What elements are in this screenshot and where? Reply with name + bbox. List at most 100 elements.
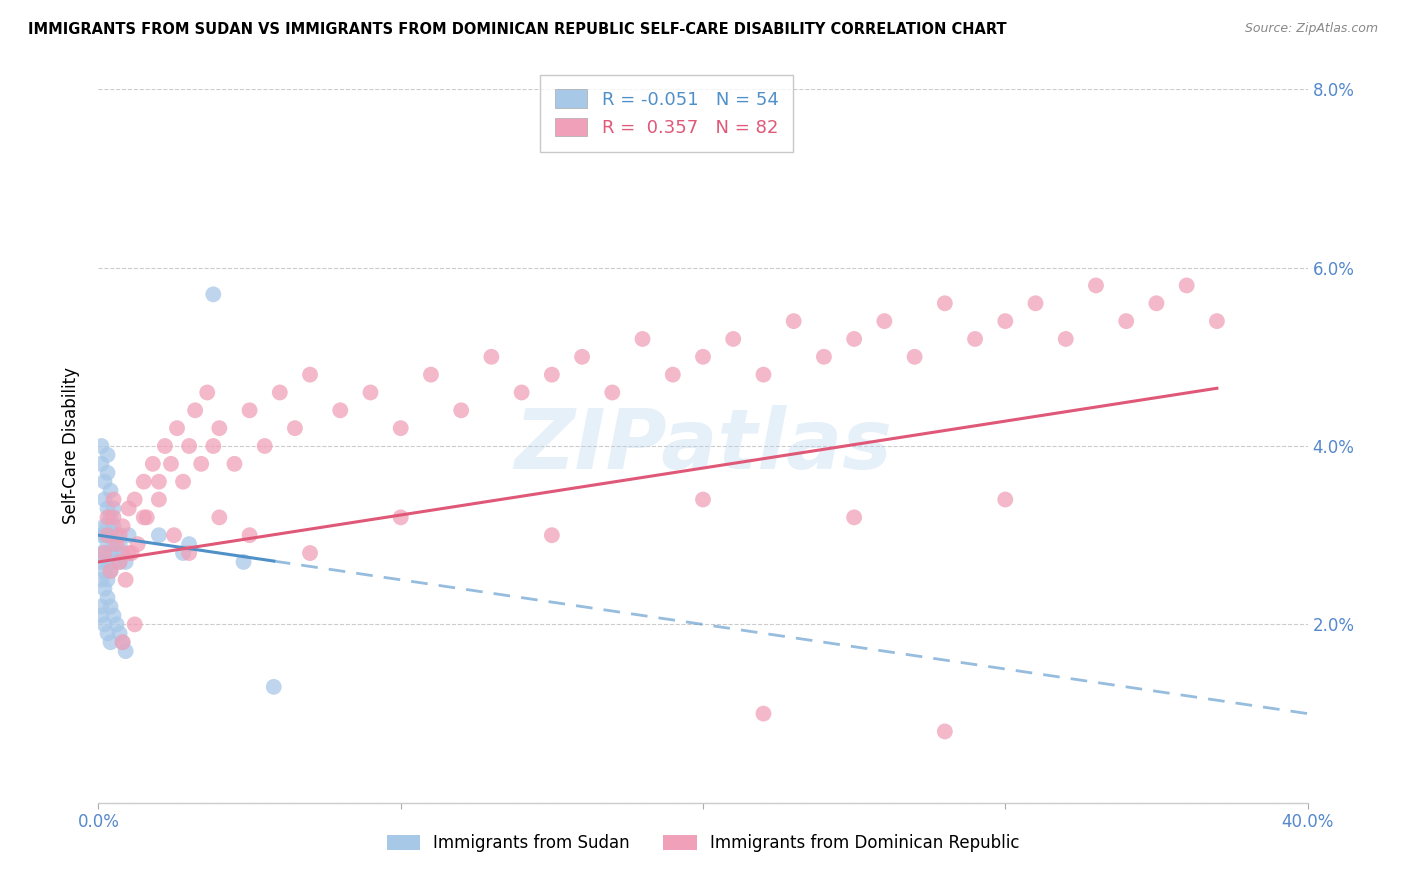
Point xyxy=(100,483,122,498)
Point xyxy=(299,368,322,382)
Point xyxy=(148,475,170,489)
Point xyxy=(540,368,562,382)
Point xyxy=(93,519,115,533)
Point xyxy=(93,546,115,560)
Point xyxy=(163,528,186,542)
Point xyxy=(103,555,125,569)
Point xyxy=(100,510,122,524)
Point xyxy=(571,350,593,364)
Point xyxy=(103,519,125,533)
Point xyxy=(692,492,714,507)
Point xyxy=(160,457,183,471)
Point xyxy=(1115,314,1137,328)
Point xyxy=(114,644,136,658)
Point xyxy=(118,501,141,516)
Point xyxy=(540,528,562,542)
Point xyxy=(90,555,112,569)
Point xyxy=(481,350,503,364)
Point xyxy=(105,537,128,551)
Point xyxy=(202,287,225,301)
Point xyxy=(90,573,112,587)
Point xyxy=(114,555,136,569)
Point xyxy=(239,403,262,417)
Point xyxy=(121,546,143,560)
Point xyxy=(90,546,112,560)
Point xyxy=(179,546,201,560)
Point xyxy=(135,510,157,524)
Point xyxy=(1144,296,1167,310)
Point xyxy=(96,537,118,551)
Point xyxy=(389,421,412,435)
Point xyxy=(202,439,225,453)
Point xyxy=(114,573,136,587)
Point xyxy=(510,385,533,400)
Point xyxy=(93,475,115,489)
Point xyxy=(148,492,170,507)
Point xyxy=(142,457,165,471)
Point xyxy=(844,510,866,524)
Point xyxy=(103,608,125,623)
Point xyxy=(90,608,112,623)
Point xyxy=(96,573,118,587)
Point xyxy=(994,314,1017,328)
Point xyxy=(1206,314,1229,328)
Point xyxy=(263,680,285,694)
Point xyxy=(232,555,254,569)
Point xyxy=(179,537,201,551)
Point xyxy=(752,706,775,721)
Point xyxy=(1024,296,1046,310)
Point xyxy=(127,537,149,551)
Point xyxy=(108,626,131,640)
Point xyxy=(93,582,115,596)
Point xyxy=(96,626,118,640)
Point xyxy=(602,385,624,400)
Point xyxy=(934,296,956,310)
Point xyxy=(90,457,112,471)
Point xyxy=(904,350,927,364)
Point xyxy=(994,492,1017,507)
Point xyxy=(93,564,115,578)
Point xyxy=(96,528,118,542)
Point xyxy=(111,546,134,560)
Point xyxy=(90,599,112,614)
Point xyxy=(96,555,118,569)
Point xyxy=(284,421,307,435)
Point xyxy=(96,448,118,462)
Point xyxy=(153,439,176,453)
Point xyxy=(93,546,115,560)
Point xyxy=(111,519,134,533)
Point xyxy=(96,591,118,605)
Point xyxy=(631,332,654,346)
Point xyxy=(172,475,194,489)
Point xyxy=(96,519,118,533)
Text: IMMIGRANTS FROM SUDAN VS IMMIGRANTS FROM DOMINICAN REPUBLIC SELF-CARE DISABILITY: IMMIGRANTS FROM SUDAN VS IMMIGRANTS FROM… xyxy=(28,22,1007,37)
Y-axis label: Self-Care Disability: Self-Care Disability xyxy=(62,368,80,524)
Text: ZIPatlas: ZIPatlas xyxy=(515,406,891,486)
Point xyxy=(389,510,412,524)
Point xyxy=(844,332,866,346)
Legend: Immigrants from Sudan, Immigrants from Dominican Republic: Immigrants from Sudan, Immigrants from D… xyxy=(380,828,1026,859)
Point xyxy=(100,635,122,649)
Point xyxy=(208,421,231,435)
Point xyxy=(100,599,122,614)
Point xyxy=(132,475,155,489)
Point xyxy=(100,564,122,578)
Point xyxy=(105,528,128,542)
Point xyxy=(661,368,683,382)
Point xyxy=(873,314,896,328)
Point xyxy=(195,385,218,400)
Point xyxy=(148,528,170,542)
Point xyxy=(103,492,125,507)
Point xyxy=(90,528,112,542)
Point xyxy=(813,350,835,364)
Point xyxy=(108,555,131,569)
Point xyxy=(723,332,745,346)
Point xyxy=(103,501,125,516)
Point xyxy=(105,617,128,632)
Point xyxy=(166,421,188,435)
Point xyxy=(783,314,806,328)
Point xyxy=(108,528,131,542)
Point xyxy=(299,546,322,560)
Point xyxy=(103,537,125,551)
Point xyxy=(450,403,472,417)
